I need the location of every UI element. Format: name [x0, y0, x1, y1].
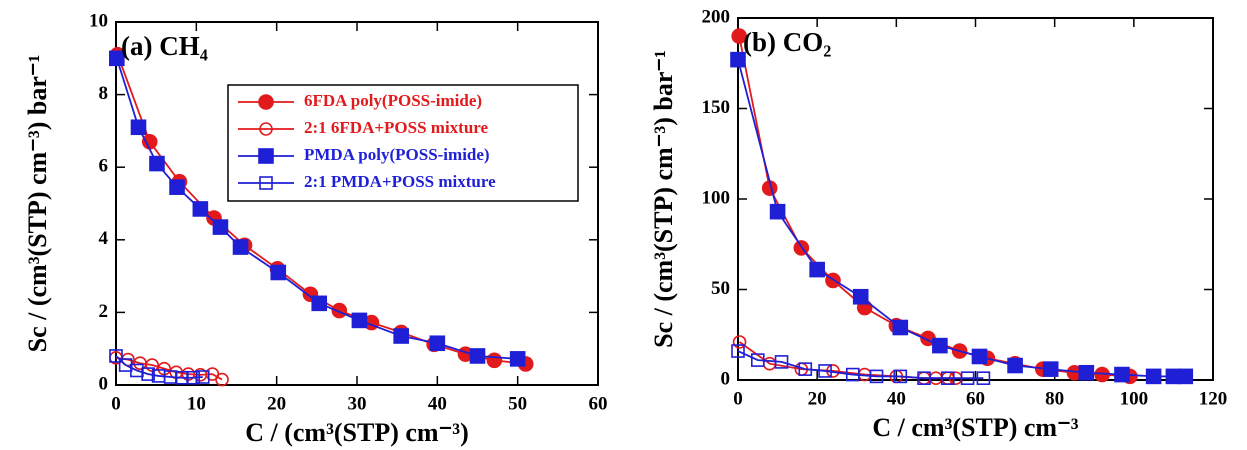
- series-line: [738, 35, 1130, 378]
- series-line: [737, 59, 1186, 378]
- y-axis-label: Sc / (cm³(STP) cm⁻³) bar⁻¹: [23, 55, 52, 353]
- marker: [976, 371, 991, 385]
- legend-marker: [258, 94, 274, 110]
- marker: [940, 371, 955, 385]
- y-tick-label: 100: [702, 187, 731, 208]
- x-tick-label: 0: [111, 393, 121, 414]
- marker: [1078, 364, 1095, 381]
- marker: [1145, 368, 1162, 385]
- y-tick-label: 10: [89, 10, 108, 31]
- marker: [932, 337, 948, 354]
- marker: [852, 288, 869, 305]
- y-tick-label: 150: [702, 97, 731, 118]
- y-tick-label: 8: [99, 83, 109, 104]
- marker: [232, 239, 249, 255]
- marker: [750, 353, 765, 367]
- marker: [130, 119, 147, 136]
- marker: [429, 335, 446, 352]
- marker: [469, 348, 486, 364]
- legend-label: PMDA poly(POSS-imide): [304, 145, 490, 164]
- marker: [893, 369, 908, 384]
- plot-frame: [115, 21, 599, 386]
- marker: [971, 348, 988, 365]
- marker: [818, 364, 832, 378]
- legend-label: 6FDA poly(POSS-imide): [304, 91, 482, 110]
- marker: [845, 367, 860, 382]
- marker: [960, 371, 975, 385]
- x-tick-label: 10: [187, 393, 206, 414]
- legend-box: [227, 84, 579, 202]
- y-tick-label: 200: [702, 6, 731, 27]
- x-axis-label: C / cm³(STP) cm⁻³: [872, 413, 1078, 442]
- y-tick-label: 0: [99, 373, 109, 394]
- marker: [1007, 357, 1023, 374]
- marker: [731, 28, 747, 44]
- y-tick-label: 50: [711, 278, 730, 299]
- marker: [186, 370, 200, 385]
- legend-label: 2:1 6FDA+POSS mixture: [304, 118, 489, 137]
- x-axis-label: C / (cm³(STP) cm⁻³): [245, 418, 469, 447]
- marker: [195, 370, 210, 384]
- y-tick-label: 2: [99, 301, 109, 322]
- marker: [1042, 361, 1059, 377]
- x-tick-label: 20: [808, 388, 827, 409]
- y-tick-label: 0: [721, 368, 731, 389]
- marker: [1114, 366, 1130, 383]
- marker: [109, 50, 125, 67]
- marker: [215, 372, 229, 387]
- x-tick-label: 50: [508, 393, 527, 414]
- marker: [798, 362, 813, 376]
- legend-marker: [259, 122, 273, 136]
- marker: [892, 319, 909, 336]
- marker: [169, 179, 185, 195]
- y-axis-label: Sc / (cm³(STP) cm⁻³) bar⁻¹: [649, 50, 678, 348]
- marker: [730, 51, 746, 68]
- marker: [869, 369, 884, 384]
- plot-frame: [737, 17, 1214, 381]
- legend-marker: [259, 176, 273, 190]
- marker: [351, 312, 368, 329]
- marker: [1177, 368, 1194, 385]
- marker: [141, 133, 158, 150]
- marker: [311, 295, 328, 312]
- marker: [774, 355, 789, 369]
- marker: [393, 328, 409, 344]
- marker: [212, 219, 229, 235]
- marker: [917, 371, 931, 385]
- marker: [809, 261, 825, 278]
- series-line: [115, 355, 203, 379]
- marker: [769, 203, 786, 220]
- legend-marker: [258, 148, 274, 164]
- x-tick-label: 120: [1199, 388, 1228, 409]
- x-tick-label: 40: [428, 393, 447, 414]
- marker: [731, 344, 745, 358]
- x-tick-label: 30: [348, 393, 367, 414]
- x-tick-label: 20: [267, 393, 286, 414]
- marker: [192, 201, 209, 217]
- x-tick-label: 60: [966, 388, 985, 409]
- marker: [270, 264, 287, 281]
- legend-label: 2:1 PMDA+POSS mixture: [304, 172, 496, 191]
- marker: [149, 155, 165, 172]
- marker: [486, 352, 503, 369]
- y-tick-label: 4: [99, 228, 109, 249]
- x-tick-label: 100: [1120, 388, 1149, 409]
- panel-label: (b) CO₂: [743, 27, 831, 57]
- marker: [732, 335, 747, 349]
- x-tick-label: 40: [887, 388, 906, 409]
- y-tick-label: 6: [99, 156, 109, 177]
- marker: [509, 351, 526, 367]
- x-tick-label: 0: [733, 388, 743, 409]
- panel-label: (a) CH₄: [121, 31, 208, 61]
- marker: [109, 349, 123, 363]
- x-tick-label: 80: [1045, 388, 1064, 409]
- series-line: [737, 350, 984, 380]
- x-tick-label: 60: [589, 393, 608, 414]
- marker: [141, 367, 155, 381]
